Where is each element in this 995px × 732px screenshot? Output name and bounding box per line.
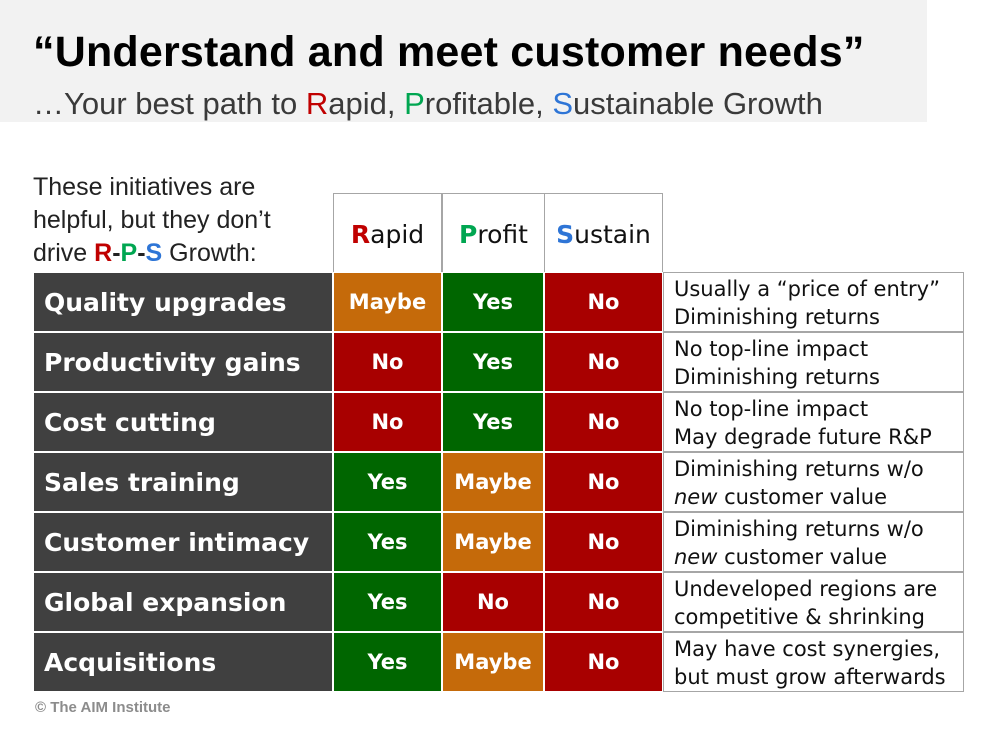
profit-cell: Maybe [442, 452, 544, 512]
intro-line-3-suffix: Growth: [162, 239, 257, 267]
profit-cell: No [442, 572, 544, 632]
row-label: Acquisitions [33, 632, 333, 692]
note-line-2: new customer value [674, 543, 963, 571]
rapid-cell: Yes [333, 512, 442, 572]
note-line-1: No top-line impact [674, 335, 963, 363]
header-rapid-first: R [350, 219, 371, 249]
page-title: “Understand and meet customer needs” [33, 28, 865, 76]
row-label: Productivity gains [33, 332, 333, 392]
intro-line-1: These initiatives are [33, 173, 256, 201]
profit-cell: Yes [442, 332, 544, 392]
sustain-cell: No [544, 272, 663, 332]
header-sustain-first: S [556, 219, 575, 249]
rapid-cell: Yes [333, 632, 442, 692]
sustain-cell: No [544, 512, 663, 572]
note-line-2-text: competitive & shrinking [674, 605, 925, 629]
row-label: Customer intimacy [33, 512, 333, 572]
note-line-1: May have cost synergies, [674, 635, 963, 663]
note-line-1-text: No top-line impact [674, 337, 869, 361]
row-note: May have cost synergies, but must grow a… [663, 632, 964, 692]
sustain-cell: No [544, 392, 663, 452]
note-line-2: new customer value [674, 483, 963, 511]
note-line-2: Diminishing returns [674, 363, 963, 391]
header-sustain-rest: ustain [574, 219, 651, 249]
row-label: Sales training [33, 452, 333, 512]
note-line-1-text: Undeveloped regions are [674, 577, 938, 601]
copyright-footer: © The AIM Institute [35, 699, 171, 716]
intro-dash-2: - [137, 239, 146, 267]
subtitle-s-letter: S [552, 86, 573, 121]
note-line-1-text: Diminishing returns w/o [674, 457, 924, 481]
subtitle-p-letter: P [404, 86, 425, 121]
row-label: Quality upgrades [33, 272, 333, 332]
header-rapid-rest: apid [370, 219, 425, 249]
sustain-cell: No [544, 572, 663, 632]
rapid-cell: Yes [333, 452, 442, 512]
profit-cell: Yes [442, 272, 544, 332]
row-note: Usually a “price of entry” Diminishing r… [663, 272, 964, 332]
sustain-cell: No [544, 452, 663, 512]
note-line-2: Diminishing returns [674, 303, 963, 331]
note-line-2-rest: customer value [717, 485, 888, 509]
note-line-1: Diminishing returns w/o [674, 515, 963, 543]
profit-cell: Yes [442, 392, 544, 452]
note-line-1: Diminishing returns w/o [674, 455, 963, 483]
intro-s: S [145, 239, 163, 267]
subtitle-s-rest: ustainable Growth [573, 86, 823, 121]
note-line-1-text: May have cost synergies, [674, 637, 941, 661]
note-line-2: May degrade future R&P [674, 423, 963, 451]
subtitle-prefix: …Your best path to [33, 86, 306, 121]
profit-cell: Maybe [442, 632, 544, 692]
note-line-1-text: Diminishing returns w/o [674, 517, 924, 541]
title-band [0, 0, 927, 122]
note-line-1-text: Usually a “price of entry” [674, 277, 940, 301]
note-line-2-text: Diminishing returns [674, 365, 880, 389]
rapid-cell: Yes [333, 572, 442, 632]
intro-line-2: helpful, but they don’t [33, 206, 271, 234]
row-label: Global expansion [33, 572, 333, 632]
note-line-2-text: new [674, 485, 718, 509]
note-line-2: but must grow afterwards [674, 663, 963, 691]
subtitle-r-rest: apid, [328, 86, 405, 121]
note-line-1: Undeveloped regions are [674, 575, 963, 603]
subtitle-p-rest: rofitable, [424, 86, 553, 121]
intro-p: P [120, 239, 138, 267]
rapid-cell: No [333, 332, 442, 392]
row-note: Undeveloped regions are competitive & sh… [663, 572, 964, 632]
note-line-1: Usually a “price of entry” [674, 275, 963, 303]
header-profit-first: P [459, 219, 478, 249]
rapid-cell: Maybe [333, 272, 442, 332]
row-note: No top-line impact Diminishing returns [663, 332, 964, 392]
sustain-cell: No [544, 632, 663, 692]
note-line-2-text: new [674, 545, 718, 569]
subtitle-r-letter: R [305, 86, 329, 121]
note-line-2-text: but must grow afterwards [674, 665, 946, 689]
note-line-1-text: No top-line impact [674, 397, 869, 421]
intro-text: These initiatives are helpful, but they … [33, 171, 323, 270]
rapid-cell: No [333, 392, 442, 452]
sustain-cell: No [544, 332, 663, 392]
page-subtitle: …Your best path to Rapid, Profitable, Su… [33, 86, 823, 122]
row-note: No top-line impact May degrade future R&… [663, 392, 964, 452]
intro-line-3-prefix: drive [33, 239, 95, 267]
row-note: Diminishing returns w/o new customer val… [663, 452, 964, 512]
row-note: Diminishing returns w/o new customer val… [663, 512, 964, 572]
profit-cell: Maybe [442, 512, 544, 572]
row-label: Cost cutting [33, 392, 333, 452]
intro-line-3: drive R-P-S Growth: [33, 237, 323, 270]
note-line-2-text: May degrade future R&P [674, 425, 932, 449]
note-line-2-rest: customer value [717, 545, 888, 569]
note-line-1: No top-line impact [674, 395, 963, 423]
intro-dash-1: - [112, 239, 121, 267]
note-line-2: competitive & shrinking [674, 603, 963, 631]
note-line-2-text: Diminishing returns [674, 305, 880, 329]
intro-r: R [94, 239, 113, 267]
header-profit-rest: rofit [477, 219, 528, 249]
